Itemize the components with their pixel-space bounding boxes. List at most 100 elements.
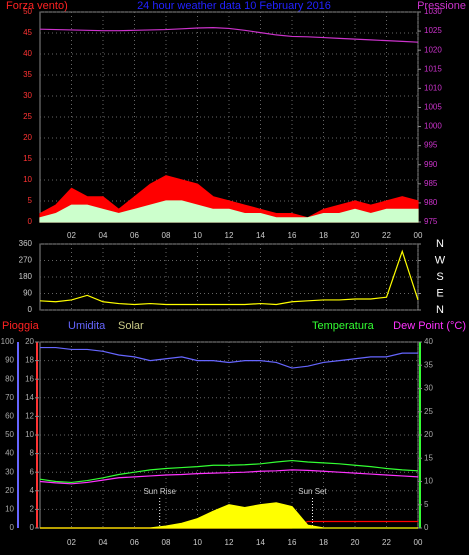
legend-label: Umidita bbox=[68, 320, 106, 332]
y-tick-label: 25 bbox=[23, 112, 32, 121]
y-tick-label: 1015 bbox=[424, 64, 442, 73]
y-tick-label: 5 bbox=[28, 196, 33, 205]
y-tick-label: 0 bbox=[28, 305, 33, 314]
x-tick-label: 14 bbox=[256, 538, 265, 547]
line bbox=[39, 459, 419, 484]
y-tick-label: 1030 bbox=[424, 7, 442, 16]
y-tick-label: 50 bbox=[5, 430, 14, 439]
y-tick-label: 990 bbox=[424, 160, 438, 169]
y-tick-label: 16 bbox=[25, 374, 34, 383]
y-tick-label: 980 bbox=[424, 198, 438, 207]
y-tick-label: 50 bbox=[23, 7, 32, 16]
y-tick-label: 35 bbox=[23, 70, 32, 79]
x-tick-label: 06 bbox=[130, 538, 139, 547]
x-tick-label: 20 bbox=[351, 231, 360, 240]
y-tick-label: 1020 bbox=[424, 45, 442, 54]
y-tick-label: 1000 bbox=[424, 122, 442, 131]
y-tick-label: 90 bbox=[5, 356, 14, 365]
x-tick-label: 16 bbox=[288, 231, 297, 240]
y-tick-label: 20 bbox=[25, 337, 34, 346]
legend-label: Pressione bbox=[417, 0, 466, 12]
chart-title: 24 hour weather data 10 February 2016 bbox=[137, 0, 331, 12]
y-tick-label: 40 bbox=[424, 337, 433, 346]
y-tick-label: 5 bbox=[424, 500, 429, 509]
y-tick-label: 30 bbox=[5, 467, 14, 476]
legend-label: Solar bbox=[118, 320, 144, 332]
y-tick-label: 6 bbox=[30, 467, 35, 476]
y-tick-label: 10 bbox=[25, 430, 34, 439]
y-tick-label: 0 bbox=[30, 523, 35, 532]
x-tick-label: 22 bbox=[382, 538, 391, 547]
x-tick-label: 08 bbox=[162, 538, 171, 547]
y-tick-label: S bbox=[436, 271, 443, 283]
y-tick-label: 45 bbox=[23, 28, 32, 37]
x-tick-label: 02 bbox=[67, 231, 76, 240]
legend-label: Temperatura bbox=[312, 320, 375, 332]
x-tick-label: 04 bbox=[99, 231, 108, 240]
y-tick-label: 15 bbox=[424, 453, 433, 462]
x-tick-label: 00 bbox=[414, 231, 423, 240]
y-tick-label: 0 bbox=[424, 523, 429, 532]
annotation: Sun Rise bbox=[143, 487, 176, 496]
y-tick-label: 30 bbox=[424, 384, 433, 393]
y-tick-label: N bbox=[436, 304, 444, 316]
x-tick-label: 04 bbox=[99, 538, 108, 547]
x-tick-label: 12 bbox=[225, 231, 234, 240]
x-tick-label: 02 bbox=[67, 538, 76, 547]
y-tick-label: 1005 bbox=[424, 103, 442, 112]
y-tick-label: 995 bbox=[424, 141, 438, 150]
y-tick-label: 0 bbox=[10, 523, 15, 532]
y-tick-label: 1025 bbox=[424, 26, 442, 35]
y-tick-label: 20 bbox=[424, 430, 433, 439]
y-tick-label: 35 bbox=[424, 360, 433, 369]
y-tick-label: 70 bbox=[5, 393, 14, 402]
x-tick-label: 12 bbox=[225, 538, 234, 547]
line bbox=[39, 249, 419, 306]
x-tick-label: 14 bbox=[256, 231, 265, 240]
y-tick-label: E bbox=[436, 287, 443, 299]
y-tick-label: 180 bbox=[19, 272, 33, 281]
y-tick-label: 25 bbox=[424, 407, 433, 416]
y-tick-label: 0 bbox=[28, 217, 33, 226]
y-tick-label: 10 bbox=[5, 505, 14, 514]
y-tick-label: 10 bbox=[23, 175, 32, 184]
y-tick-label: 975 bbox=[424, 217, 438, 226]
x-tick-label: 00 bbox=[414, 538, 423, 547]
x-tick-label: 18 bbox=[319, 231, 328, 240]
y-tick-label: 12 bbox=[25, 412, 34, 421]
y-tick-label: 90 bbox=[23, 289, 32, 298]
x-tick-label: 10 bbox=[193, 538, 202, 547]
line bbox=[39, 27, 419, 43]
x-tick-label: 22 bbox=[382, 231, 391, 240]
y-tick-label: 40 bbox=[5, 449, 14, 458]
y-tick-label: 80 bbox=[5, 374, 14, 383]
line bbox=[40, 346, 418, 369]
y-tick-label: 30 bbox=[23, 91, 32, 100]
x-tick-label: 06 bbox=[130, 231, 139, 240]
y-tick-label: 100 bbox=[1, 337, 15, 346]
y-tick-label: 20 bbox=[5, 486, 14, 495]
y-tick-label: 40 bbox=[23, 49, 32, 58]
y-tick-label: 4 bbox=[30, 486, 35, 495]
y-tick-label: 985 bbox=[424, 179, 438, 188]
line bbox=[39, 469, 419, 485]
y-tick-label: 18 bbox=[25, 356, 34, 365]
area bbox=[40, 502, 418, 529]
y-tick-label: 10 bbox=[424, 477, 433, 486]
x-tick-label: 08 bbox=[162, 231, 171, 240]
x-tick-label: 10 bbox=[193, 231, 202, 240]
y-tick-label: 15 bbox=[23, 154, 32, 163]
y-tick-label: W bbox=[435, 254, 446, 266]
y-tick-label: 270 bbox=[19, 256, 33, 265]
y-tick-label: 8 bbox=[30, 449, 35, 458]
y-tick-label: 2 bbox=[30, 505, 35, 514]
annotation: Sun Set bbox=[298, 487, 327, 496]
x-tick-label: 20 bbox=[351, 538, 360, 547]
area bbox=[39, 200, 419, 223]
legend-label: Forza vento) bbox=[6, 0, 68, 12]
legend-label: Pioggia bbox=[2, 320, 40, 332]
y-tick-label: 14 bbox=[25, 393, 34, 402]
y-tick-label: 60 bbox=[5, 412, 14, 421]
x-tick-label: 18 bbox=[319, 538, 328, 547]
